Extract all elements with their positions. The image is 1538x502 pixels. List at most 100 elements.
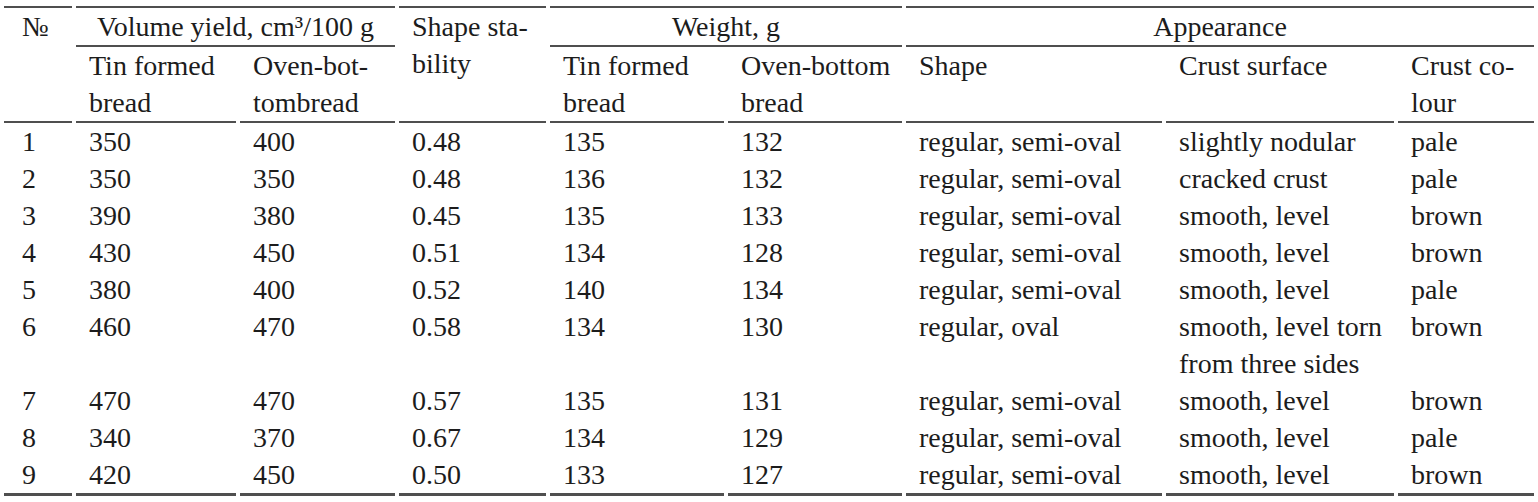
cell-shape: regular, semi-oval <box>906 271 1162 308</box>
cell-weight-tin: 135 <box>550 123 724 160</box>
cell-crust-surface: slightly nodular <box>1166 123 1394 160</box>
table-row: 7 470 470 0.57 135 131 regular, semi-ova… <box>4 382 1534 419</box>
bread-quality-table: № Volume yield, cm³/100 g Shape sta- bil… <box>0 6 1538 496</box>
cell-no: 9 <box>4 456 72 496</box>
cell-crust-surface: smooth, level <box>1166 419 1394 456</box>
table-row: 3 390 380 0.45 135 133 regular, semi-ova… <box>4 197 1534 234</box>
cell-weight-tin: 133 <box>550 456 724 496</box>
cell-volume-tin: 380 <box>76 271 236 308</box>
cell-crust-colour: brown <box>1398 456 1534 496</box>
cell-weight-tin: 135 <box>550 197 724 234</box>
cell-weight-tin: 134 <box>550 308 724 382</box>
cell-weight-oven: 130 <box>728 308 902 382</box>
cell-volume-tin: 460 <box>76 308 236 382</box>
header-volume-oven-bottom-bread: Oven-bot- tombread <box>240 47 395 123</box>
cell-no: 1 <box>4 123 72 160</box>
header-weight-tin-formed-bread: Tin formed bread <box>550 47 724 123</box>
table-header: № Volume yield, cm³/100 g Shape sta- bil… <box>4 6 1534 123</box>
cell-crust-colour: brown <box>1398 197 1534 234</box>
cell-volume-tin: 390 <box>76 197 236 234</box>
cell-crust-colour: brown <box>1398 234 1534 271</box>
cell-no: 3 <box>4 197 72 234</box>
cell-shape: regular, oval <box>906 308 1162 382</box>
cell-no: 4 <box>4 234 72 271</box>
cell-volume-oven: 370 <box>240 419 395 456</box>
cell-weight-tin: 134 <box>550 234 724 271</box>
cell-shape: regular, semi-oval <box>906 234 1162 271</box>
cell-weight-tin: 135 <box>550 382 724 419</box>
header-crust-surface: Crust surface <box>1166 47 1394 123</box>
cell-weight-oven: 133 <box>728 197 902 234</box>
header-weight-group: Weight, g <box>550 6 902 47</box>
cell-crust-colour: brown <box>1398 382 1534 419</box>
cell-crust-surface: smooth, level <box>1166 271 1394 308</box>
cell-weight-oven: 127 <box>728 456 902 496</box>
cell-volume-tin: 340 <box>76 419 236 456</box>
cell-shape-stability: 0.51 <box>399 234 546 271</box>
table-body: 1 350 400 0.48 135 132 regular, semi-ova… <box>4 123 1534 496</box>
header-shape: Shape <box>906 47 1162 123</box>
cell-crust-surface: smooth, level torn from three sides <box>1166 308 1394 382</box>
cell-shape: regular, semi-oval <box>906 419 1162 456</box>
cell-volume-oven: 350 <box>240 160 395 197</box>
cell-weight-oven: 131 <box>728 382 902 419</box>
cell-weight-tin: 134 <box>550 419 724 456</box>
header-sub-row: Tin formed bread Oven-bot- tombread Tin … <box>4 47 1534 123</box>
cell-no: 7 <box>4 382 72 419</box>
cell-no: 8 <box>4 419 72 456</box>
cell-shape: regular, semi-oval <box>906 456 1162 496</box>
cell-volume-tin: 420 <box>76 456 236 496</box>
cell-weight-oven: 134 <box>728 271 902 308</box>
cell-crust-colour: pale <box>1398 271 1534 308</box>
cell-shape-stability: 0.67 <box>399 419 546 456</box>
cell-volume-tin: 430 <box>76 234 236 271</box>
cell-shape: regular, semi-oval <box>906 123 1162 160</box>
table-row: 9 420 450 0.50 133 127 regular, semi-ova… <box>4 456 1534 496</box>
table-row: 4 430 450 0.51 134 128 regular, semi-ova… <box>4 234 1534 271</box>
cell-weight-tin: 140 <box>550 271 724 308</box>
cell-weight-oven: 132 <box>728 160 902 197</box>
cell-crust-surface: smooth, level <box>1166 234 1394 271</box>
cell-shape-stability: 0.57 <box>399 382 546 419</box>
header-volume-tin-formed-bread: Tin formed bread <box>76 47 236 123</box>
cell-crust-colour: brown <box>1398 308 1534 382</box>
cell-weight-oven: 128 <box>728 234 902 271</box>
header-shape-stability: Shape sta- bility <box>399 6 546 123</box>
cell-shape: regular, semi-oval <box>906 382 1162 419</box>
cell-crust-surface: smooth, level <box>1166 456 1394 496</box>
header-weight-oven-bottom-bread: Oven-bottom bread <box>728 47 902 123</box>
table-row: 5 380 400 0.52 140 134 regular, semi-ova… <box>4 271 1534 308</box>
table-row: 8 340 370 0.67 134 129 regular, semi-ova… <box>4 419 1534 456</box>
cell-weight-tin: 136 <box>550 160 724 197</box>
cell-crust-surface: cracked crust <box>1166 160 1394 197</box>
cell-volume-oven: 400 <box>240 123 395 160</box>
cell-no: 6 <box>4 308 72 382</box>
cell-crust-colour: pale <box>1398 419 1534 456</box>
cell-shape-stability: 0.50 <box>399 456 546 496</box>
cell-no: 2 <box>4 160 72 197</box>
cell-crust-colour: pale <box>1398 123 1534 160</box>
cell-weight-oven: 129 <box>728 419 902 456</box>
header-group-row: № Volume yield, cm³/100 g Shape sta- bil… <box>4 6 1534 47</box>
header-crust-colour: Crust co- lour <box>1398 47 1534 123</box>
table-row: 2 350 350 0.48 136 132 regular, semi-ova… <box>4 160 1534 197</box>
cell-crust-surface: smooth, level <box>1166 382 1394 419</box>
header-volume-yield-group: Volume yield, cm³/100 g <box>76 6 395 47</box>
cell-shape-stability: 0.48 <box>399 160 546 197</box>
cell-shape-stability: 0.48 <box>399 123 546 160</box>
cell-shape: regular, semi-oval <box>906 160 1162 197</box>
cell-volume-oven: 400 <box>240 271 395 308</box>
header-appearance-group: Appearance <box>906 6 1534 47</box>
cell-volume-tin: 350 <box>76 160 236 197</box>
cell-shape-stability: 0.45 <box>399 197 546 234</box>
cell-crust-surface: smooth, level <box>1166 197 1394 234</box>
header-no: № <box>4 6 72 123</box>
cell-volume-oven: 380 <box>240 197 395 234</box>
cell-volume-oven: 450 <box>240 456 395 496</box>
cell-crust-colour: pale <box>1398 160 1534 197</box>
cell-volume-oven: 470 <box>240 308 395 382</box>
cell-shape-stability: 0.52 <box>399 271 546 308</box>
cell-shape-stability: 0.58 <box>399 308 546 382</box>
table-row: 6 460 470 0.58 134 130 regular, oval smo… <box>4 308 1534 382</box>
table-row: 1 350 400 0.48 135 132 regular, semi-ova… <box>4 123 1534 160</box>
